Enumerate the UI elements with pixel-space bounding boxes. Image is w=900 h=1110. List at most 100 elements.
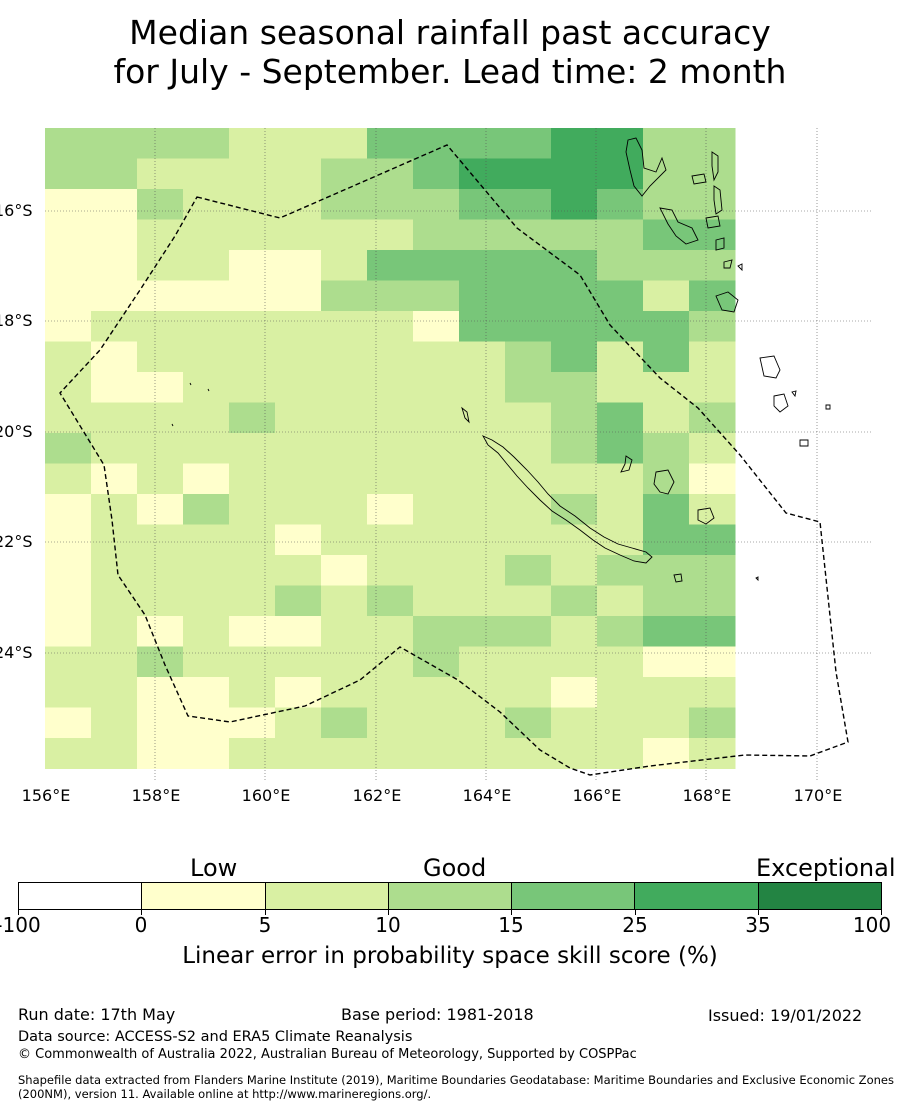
skill-cell xyxy=(643,158,690,190)
skill-cell xyxy=(643,250,690,281)
skill-cell xyxy=(321,646,368,678)
skill-cell xyxy=(643,463,690,495)
skill-cell xyxy=(183,402,230,434)
colorbar-bin xyxy=(19,883,143,909)
aniwa-island xyxy=(791,390,797,398)
skill-cell xyxy=(367,463,414,495)
skill-cell xyxy=(91,189,138,220)
skill-cell xyxy=(45,555,92,586)
skill-cell xyxy=(275,463,322,495)
skill-cell xyxy=(229,646,276,678)
skill-cell xyxy=(459,402,506,434)
skill-cell xyxy=(551,616,598,647)
skill-cell xyxy=(91,463,138,495)
skill-cell xyxy=(91,494,138,525)
skill-cell xyxy=(597,311,644,342)
skill-cell xyxy=(413,738,460,769)
espiritu-santo-island xyxy=(625,137,667,197)
colorbar-tick-label: 10 xyxy=(375,913,401,937)
skill-cell xyxy=(321,616,368,647)
skill-cell xyxy=(91,646,138,678)
skill-cell xyxy=(413,128,460,159)
skill-cell xyxy=(321,433,368,464)
skill-cell xyxy=(91,616,138,647)
colorbar-tick-label: 5 xyxy=(258,913,272,937)
skill-cell xyxy=(597,616,644,647)
skill-cell xyxy=(321,219,368,251)
skill-cell xyxy=(91,585,138,617)
skill-cell xyxy=(183,189,230,220)
base-period: Base period: 1981-2018 xyxy=(341,1005,534,1024)
skill-cell xyxy=(551,555,598,586)
skill-cell xyxy=(505,311,552,342)
ouvea-island xyxy=(620,455,633,473)
skill-cell xyxy=(275,158,322,190)
skill-cell xyxy=(45,707,92,739)
chart-title-line1: Median seasonal rainfall past accuracy xyxy=(129,13,771,52)
tanna-island xyxy=(773,393,789,413)
skill-cell xyxy=(643,616,690,647)
skill-cell xyxy=(229,555,276,586)
skill-cell xyxy=(413,402,460,434)
skill-cell xyxy=(91,372,138,403)
skill-cell xyxy=(459,189,506,220)
skill-cell xyxy=(275,677,322,708)
legend-category-exceptional: Exceptional xyxy=(756,854,896,882)
skill-cell xyxy=(551,128,598,159)
skill-cell xyxy=(137,402,184,434)
skill-cell xyxy=(367,707,414,739)
skill-cell xyxy=(597,128,644,159)
skill-cell xyxy=(367,341,414,373)
colorbar-tick-label: 0 xyxy=(134,913,148,937)
skill-cell xyxy=(413,158,460,190)
skill-cell xyxy=(597,707,644,739)
skill-cell xyxy=(183,738,230,769)
lon-label-170: 170°E xyxy=(793,786,843,805)
skill-cell xyxy=(91,128,138,159)
skill-cell xyxy=(275,646,322,678)
skill-cell xyxy=(413,616,460,647)
skill-cell xyxy=(505,402,552,434)
skill-cell xyxy=(229,616,276,647)
skill-cell xyxy=(505,494,552,525)
skill-cell xyxy=(413,494,460,525)
graticule xyxy=(45,128,873,780)
skill-cell xyxy=(183,219,230,251)
skill-cell xyxy=(367,402,414,434)
skill-cell xyxy=(689,585,736,617)
skill-cell xyxy=(183,494,230,525)
skill-cell xyxy=(91,402,138,434)
colorbar-bin xyxy=(388,883,513,909)
skill-cell xyxy=(367,219,414,251)
skill-cell xyxy=(137,585,184,617)
skill-score-map xyxy=(45,128,873,780)
skill-cell xyxy=(643,280,690,312)
skill-cell xyxy=(413,646,460,678)
skill-cell xyxy=(275,494,322,525)
skill-cell xyxy=(229,372,276,403)
new-caledonia-coastline xyxy=(481,435,653,564)
skill-cell xyxy=(505,524,552,556)
skill-cell xyxy=(367,555,414,586)
skill-cell xyxy=(91,738,138,769)
skill-cell xyxy=(367,372,414,403)
skill-cell xyxy=(137,341,184,373)
skill-cell xyxy=(413,372,460,403)
belep-islands xyxy=(461,406,470,424)
efate-island xyxy=(715,291,739,313)
shepherd-islands xyxy=(723,259,743,272)
skill-cell xyxy=(551,372,598,403)
skill-cell xyxy=(183,372,230,403)
skill-cell xyxy=(597,219,644,251)
colorbar-tick-label: -100 xyxy=(0,913,41,937)
skill-cell xyxy=(229,494,276,525)
skill-cell xyxy=(597,250,644,281)
skill-cell xyxy=(229,585,276,617)
skill-cell xyxy=(689,280,736,312)
skill-cell xyxy=(45,280,92,312)
skill-cell xyxy=(45,158,92,190)
run-date: Run date: 17th May xyxy=(18,1005,176,1024)
skill-cell xyxy=(413,341,460,373)
skill-cell xyxy=(321,189,368,220)
colorbar-tick-label: 25 xyxy=(622,913,648,937)
